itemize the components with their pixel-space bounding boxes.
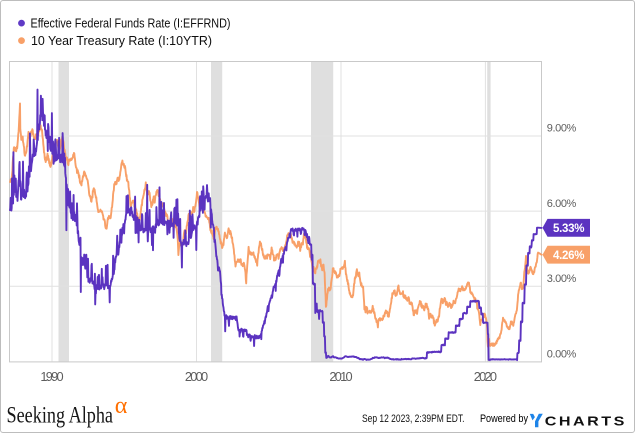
svg-text:Sep 12 2023, 2:39PM EDT.: Sep 12 2023, 2:39PM EDT. xyxy=(362,413,465,425)
svg-text:9.00%: 9.00% xyxy=(547,123,577,135)
svg-text:2010: 2010 xyxy=(329,369,352,384)
svg-text:Effective Federal Funds Rate (: Effective Federal Funds Rate (I:EFFRND) xyxy=(31,16,231,30)
svg-text:CHARTS: CHARTS xyxy=(545,413,627,428)
svg-text:2020: 2020 xyxy=(474,369,497,384)
svg-text:1990: 1990 xyxy=(40,369,63,384)
svg-text:0.00%: 0.00% xyxy=(547,349,577,361)
svg-text:Seeking Alpha: Seeking Alpha xyxy=(7,402,114,427)
svg-text:5.33%: 5.33% xyxy=(553,223,585,235)
svg-text:3.00%: 3.00% xyxy=(547,273,577,285)
svg-text:10 Year Treasury Rate (I:10YTR: 10 Year Treasury Rate (I:10YTR) xyxy=(31,34,212,48)
svg-text:2000: 2000 xyxy=(185,369,208,384)
svg-text:6.00%: 6.00% xyxy=(547,198,577,210)
svg-text:4.26%: 4.26% xyxy=(553,250,585,262)
svg-text:α: α xyxy=(115,393,128,419)
svg-text:Powered by: Powered by xyxy=(480,413,528,425)
